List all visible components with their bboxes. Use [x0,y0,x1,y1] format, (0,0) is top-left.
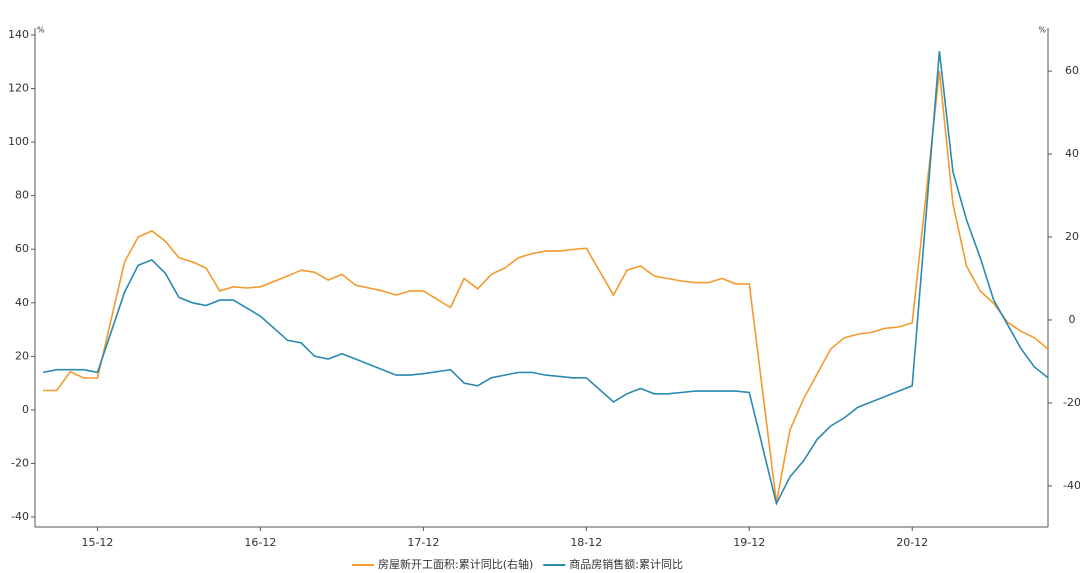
y2-tick-label: -20 [1063,396,1080,409]
y-tick-label: 100 [8,135,29,148]
y-tick-label: 40 [15,296,29,309]
y-unit: % [37,26,45,35]
y-tick-label: 60 [15,242,29,255]
y2-tick-label: 0 [1069,313,1076,326]
y-tick-label: 20 [15,349,29,362]
y-tick-label: 140 [8,28,29,41]
legend-label: 商品房销售额:累计同比 [569,557,683,571]
x-tick-label: 19-12 [733,536,765,549]
x-tick-label: 15-12 [81,536,113,549]
series-line [43,71,1049,503]
legend-label: 房屋新开工面积:累计同比(右轴) [378,557,533,571]
y-tick-label: -40 [11,510,29,523]
y-tick-label: -20 [11,456,29,469]
y-tick-label: 120 [8,82,29,95]
y-tick-label: 80 [15,189,29,202]
y2-tick-label: -40 [1063,479,1080,492]
y2-unit: % [1038,26,1046,35]
y-tick-label: 0 [22,403,29,416]
y2-tick-label: 60 [1065,64,1079,77]
x-tick-label: 16-12 [244,536,276,549]
y2-tick-label: 20 [1065,230,1079,243]
series-line [42,51,1049,506]
y2-tick-label: 40 [1065,147,1079,160]
x-tick-label: 18-12 [570,536,602,549]
x-tick-label: 20-12 [896,536,928,549]
x-tick-label: 17-12 [407,536,439,549]
